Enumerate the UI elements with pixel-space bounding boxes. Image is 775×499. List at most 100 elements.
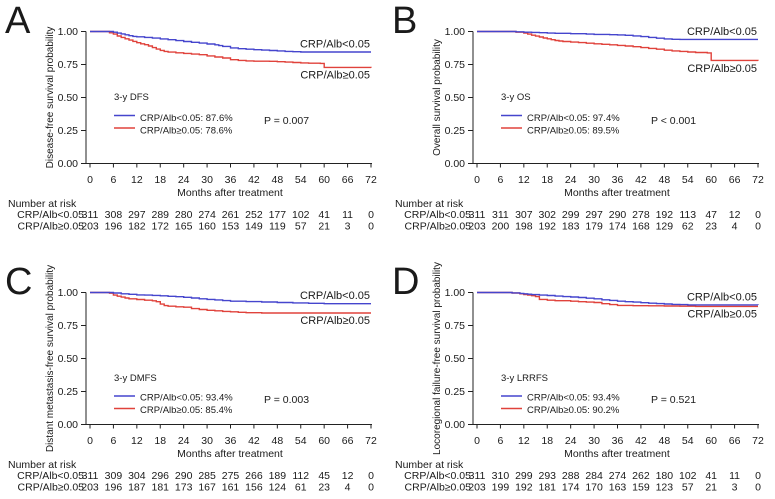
risk-count: 198	[515, 221, 533, 233]
risk-count: 172	[151, 221, 169, 233]
plot-area: 1.00 0.75 0.50 0.25 0.00 0 6 12 18 24 30 36 42 48 54 60…	[445, 26, 764, 233]
risk-count: 41	[705, 470, 717, 482]
risk-table-header: Number at risk	[395, 198, 464, 210]
x-tick-label: 42	[248, 435, 260, 447]
risk-count: 0	[755, 470, 761, 482]
risk-count: 311	[82, 209, 99, 221]
risk-count: 299	[562, 209, 580, 221]
risk-row-label-low: CRP/Alb<0.05	[404, 209, 471, 221]
risk-count: 274	[609, 470, 627, 482]
curve-end-label-low: CRP/Alb<0.05	[300, 290, 370, 302]
y-tick-label: 1.00	[445, 26, 466, 38]
risk-count: 189	[269, 470, 287, 482]
risk-count: 262	[632, 470, 650, 482]
risk-count: 112	[292, 470, 309, 482]
risk-count: 200	[492, 221, 510, 233]
panel-letter-a: A	[5, 0, 31, 42]
x-tick-label: 72	[365, 435, 377, 447]
x-tick-label: 48	[658, 435, 670, 447]
x-tick-label: 30	[588, 435, 600, 447]
risk-count: 57	[295, 221, 307, 233]
risk-count: 0	[368, 482, 374, 494]
risk-row-label-high: CRP/Alb≥0.05	[405, 221, 472, 233]
risk-count: 102	[292, 209, 310, 221]
risk-count: 311	[469, 209, 486, 221]
x-tick-label: 36	[225, 435, 237, 447]
x-tick-label: 18	[154, 174, 166, 186]
y-tick-label: 1.00	[445, 287, 466, 299]
risk-count: 0	[368, 470, 374, 482]
x-tick-label: 72	[365, 174, 377, 186]
risk-count: 311	[82, 470, 99, 482]
x-tick-label: 0	[87, 174, 93, 186]
risk-row-label-high: CRP/Alb≥0.05	[18, 482, 85, 494]
x-tick-label: 48	[271, 174, 283, 186]
km-curve-high	[90, 291, 371, 314]
x-axis-label: Months after treatment	[564, 187, 670, 199]
risk-count: 297	[128, 209, 146, 221]
legend-label-low: CRP/Alb<0.05: 93.4%	[527, 393, 620, 404]
km-curve-low	[90, 291, 371, 305]
risk-count: 196	[105, 221, 123, 233]
x-tick-label: 48	[271, 435, 283, 447]
risk-count: 293	[538, 470, 556, 482]
x-axis-label: Months after treatment	[177, 187, 283, 199]
risk-count: 4	[345, 482, 351, 494]
x-tick-label: 18	[541, 174, 553, 186]
x-tick-label: 30	[201, 174, 213, 186]
risk-count: 284	[585, 470, 603, 482]
risk-count: 149	[245, 221, 263, 233]
risk-count: 161	[222, 482, 240, 494]
y-tick-label: 0.00	[445, 419, 466, 431]
risk-count: 181	[538, 482, 556, 494]
x-tick-label: 6	[110, 435, 116, 447]
risk-count: 307	[515, 209, 533, 221]
km-curve-high	[90, 30, 372, 69]
x-tick-label: 42	[635, 174, 647, 186]
km-curve-high	[477, 30, 759, 62]
risk-count: 280	[175, 209, 193, 221]
x-tick-label: 36	[225, 174, 237, 186]
panel-letter-b: B	[392, 0, 417, 42]
y-tick-label: 0.00	[58, 419, 79, 431]
risk-row-label-high: CRP/Alb≥0.05	[405, 482, 472, 494]
risk-count: 297	[585, 209, 603, 221]
risk-count: 0	[368, 209, 374, 221]
risk-count: 3	[732, 482, 738, 494]
panel-b: B Overall survival probability 1.00 0.75 0…	[392, 0, 764, 233]
risk-count: 61	[295, 482, 307, 494]
x-tick-label: 36	[612, 435, 624, 447]
x-tick-label: 12	[131, 174, 143, 186]
y-tick-label: 0.75	[445, 59, 466, 71]
curve-end-label-high: CRP/Alb≥0.05	[687, 63, 757, 75]
risk-count: 311	[492, 209, 509, 221]
legend-label-high: CRP/Alb≥0.05: 85.4%	[140, 405, 233, 416]
risk-count: 3	[345, 221, 351, 233]
x-tick-label: 18	[541, 435, 553, 447]
x-tick-label: 12	[131, 435, 143, 447]
risk-count: 304	[128, 470, 146, 482]
risk-count: 119	[269, 221, 286, 233]
x-tick-label: 24	[565, 435, 577, 447]
x-tick-label: 66	[729, 435, 741, 447]
curve-end-label-high: CRP/Alb≥0.05	[687, 309, 757, 321]
risk-count: 0	[755, 209, 761, 221]
x-tick-label: 60	[318, 435, 330, 447]
legend-title: 3-y DFS	[114, 92, 149, 103]
x-tick-label: 48	[658, 174, 670, 186]
x-tick-label: 18	[154, 435, 166, 447]
x-tick-label: 6	[497, 174, 503, 186]
risk-row-label-low: CRP/Alb<0.05	[17, 470, 84, 482]
y-axis-label: Overall survival probability	[432, 39, 443, 156]
risk-count: 170	[585, 482, 603, 494]
risk-count: 11	[342, 209, 353, 221]
legend-label-low: CRP/Alb<0.05: 97.4%	[527, 113, 620, 124]
panel-c: C Distant metastasis-free survival proba…	[5, 261, 377, 494]
risk-count: 0	[368, 221, 374, 233]
risk-count: 285	[198, 470, 216, 482]
x-tick-label: 66	[729, 174, 741, 186]
y-tick-label: 0.00	[445, 158, 466, 170]
risk-count: 62	[682, 221, 694, 233]
x-tick-label: 60	[705, 435, 717, 447]
